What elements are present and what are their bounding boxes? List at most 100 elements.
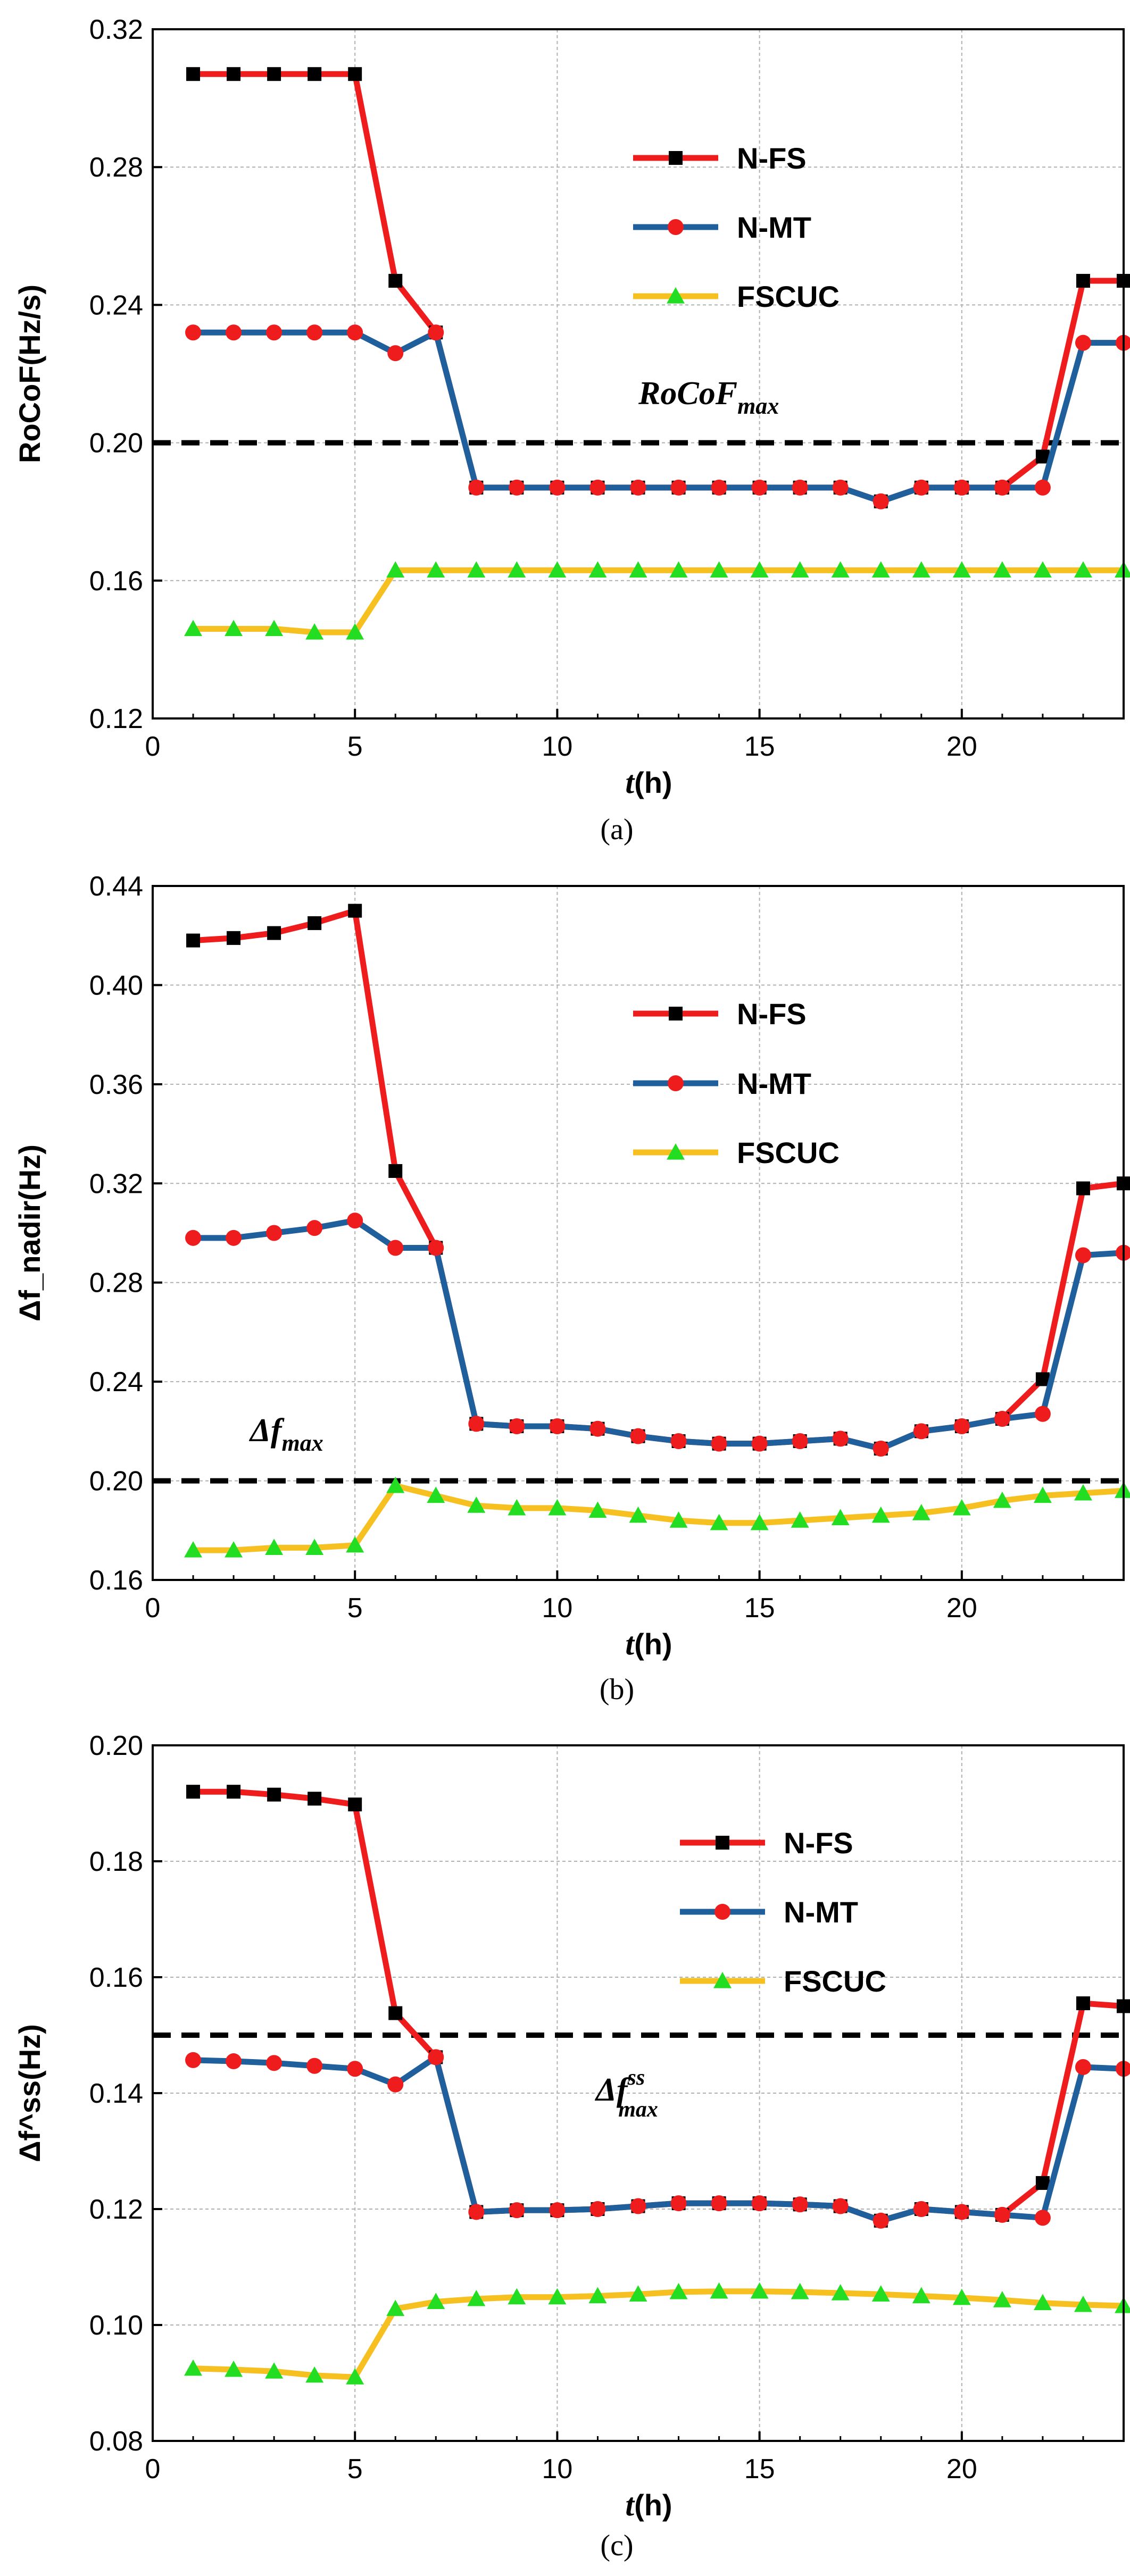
data-point-n-mt [711,1435,727,1452]
data-point-n-fs [267,926,281,940]
data-point-n-mt [468,1416,485,1432]
y-tick-label: 0.14 [89,2078,143,2109]
data-point-fscuc [346,623,364,640]
chart-panel-b: 0.16 0.20 0.24 0.28 0.32 0.36 0.40 0.44 0 5 10 15 20… [13,871,1130,1706]
data-point-n-fs [267,67,281,81]
chart-panel-a: 0.12 0.16 0.20 0.24 0.28 0.32 0 5 10 15 20 t(h) RoCo… [13,14,1130,846]
x-tick-label: 5 [347,2454,363,2485]
data-point-fscuc [265,1538,284,1555]
data-point-n-mt [751,2195,768,2212]
data-point-fscuc [1115,2297,1130,2313]
legend-label: FSCUC [784,1964,886,1998]
data-point-fscuc [629,2285,647,2302]
data-point-n-mt [792,2196,808,2213]
data-point-n-fs [308,1792,322,1806]
data-point-n-mt [630,1428,646,1444]
data-point-fscuc [1115,1482,1130,1498]
data-point-fscuc [508,2288,526,2305]
x-tick-label: 0 [145,1593,161,1624]
data-point-fscuc [1074,561,1092,578]
data-point-n-fs [227,931,241,945]
x-tick-label: 15 [744,1593,775,1624]
data-point-n-mt [266,2055,282,2071]
data-point-fscuc [952,2288,971,2305]
data-point-fscuc [467,2289,486,2306]
panel-caption: (a) [600,813,633,846]
x-tick-label: 10 [542,1593,572,1624]
x-axis-title: t(h) [625,1626,672,1661]
data-point-fscuc [265,2362,284,2379]
x-tick-label: 0 [145,731,161,762]
data-point-fscuc [912,2287,930,2304]
legend-marker [713,1972,732,1988]
y-tick-label: 0.32 [89,1168,143,1199]
legend: N-FS N-MT FSCUC [633,141,840,313]
data-point-fscuc [508,561,526,578]
data-point-fscuc [750,561,769,578]
data-point-fscuc [871,561,890,578]
data-point-n-fs [1035,2176,1050,2190]
x-axis-title: t(h) [625,2487,672,2522]
x-tick-label: 20 [946,1593,977,1624]
data-point-n-fs [348,1797,362,1812]
data-point-n-mt [792,1433,808,1449]
x-tick-label: 15 [744,2454,775,2485]
data-point-n-mt [226,324,242,341]
series-line-fscuc [193,1483,1124,1553]
x-tick-label: 5 [347,731,363,762]
data-point-fscuc [588,1501,607,1518]
data-point-n-mt [873,493,889,509]
data-point-n-mt [630,479,646,496]
panel-caption: (c) [600,2529,633,2562]
data-point-fscuc [588,2287,607,2304]
threshold-label: Δfss max [594,2065,658,2122]
data-point-fscuc [993,2291,1011,2307]
data-point-n-mt [670,479,687,496]
y-axis-title: RoCoF(Hz/s) [13,285,46,463]
data-point-n-mt [387,1240,404,1256]
data-point-n-fs [186,67,201,81]
y-tick-label: 0.24 [89,290,143,321]
data-point-n-fs [388,274,403,288]
data-point-n-mt [994,1411,1010,1427]
legend-label: N-MT [784,1895,858,1929]
data-point-n-mt [670,2195,687,2212]
data-point-n-mt [468,479,485,496]
data-point-n-mt [306,1220,323,1236]
data-point-n-fs [1035,1372,1050,1386]
data-point-n-mt [549,479,566,496]
y-tick-label: 0.16 [89,1565,143,1596]
data-point-n-fs [227,1785,241,1799]
data-point-fscuc [831,1509,850,1526]
series-line-fscuc [193,2288,1124,2380]
legend-label: FSCUC [737,1136,840,1169]
data-point-n-mt [711,2195,727,2212]
data-point-n-mt [509,2202,525,2219]
x-tick-label: 10 [542,2454,572,2485]
y-tick-label: 0.20 [89,1730,143,1761]
legend: N-FS N-MT FSCUC [680,1826,886,1998]
data-point-n-mt [994,2206,1010,2223]
data-point-n-mt [1075,1247,1091,1264]
data-point-fscuc [427,561,445,578]
data-point-fscuc [305,623,324,640]
legend-label: N-FS [784,1826,853,1860]
y-tick-label: 0.10 [89,2310,143,2341]
data-point-n-fs [227,67,241,81]
y-tick-label: 0.20 [89,428,143,459]
data-point-n-mt [387,345,404,362]
data-point-n-mt [792,479,808,496]
y-tick-label: 0.28 [89,152,143,183]
y-tick-label: 0.20 [89,1466,143,1497]
data-point-fscuc [871,1506,890,1523]
data-point-n-mt [873,1440,889,1457]
data-point-n-mt [589,479,606,496]
y-tick-label: 0.24 [89,1367,143,1398]
x-tick-label: 20 [946,731,977,762]
data-point-fscuc [305,1538,324,1555]
legend-label: FSCUC [737,280,840,313]
x-tick-label: 20 [946,2454,977,2485]
data-point-fscuc [184,2359,203,2376]
data-point-n-mt [509,479,525,496]
data-point-n-mt [953,1418,970,1435]
